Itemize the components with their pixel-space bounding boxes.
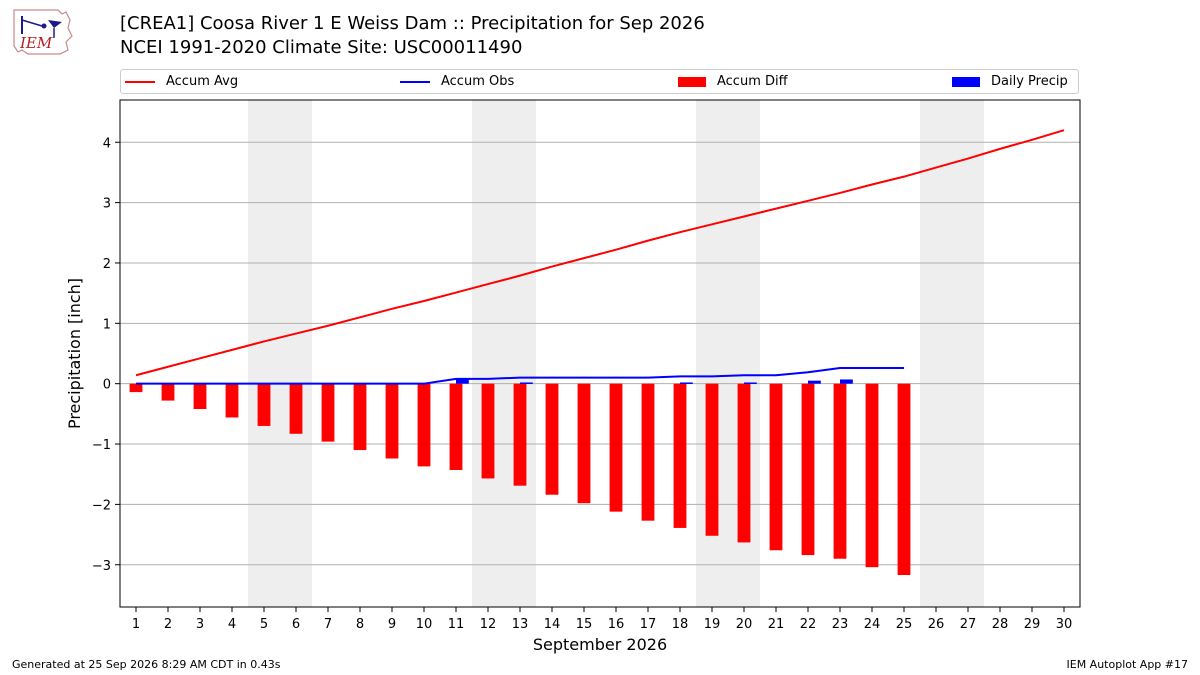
x-tick-label: 16 — [608, 617, 625, 632]
iem-logo: IEM — [13, 9, 73, 55]
y-tick-label: 3 — [103, 197, 111, 212]
x-tick-label: 29 — [1024, 617, 1041, 632]
accum-diff-bar — [449, 383, 463, 470]
y-tick-label: −3 — [92, 559, 111, 574]
legend-label-accum-diff: Accum Diff — [717, 74, 788, 89]
accum-diff-bar — [289, 383, 303, 434]
x-tick-label: 8 — [356, 617, 364, 632]
x-tick-label: 12 — [480, 617, 497, 632]
accum-diff-bar — [577, 383, 591, 504]
x-tick-label: 26 — [928, 617, 945, 632]
x-tick-label: 1 — [132, 617, 140, 632]
daily-precip-bar — [680, 382, 693, 384]
accum-diff-bar — [321, 383, 335, 442]
legend-label-accum-avg: Accum Avg — [166, 74, 239, 89]
legend-label-daily-precip: Daily Precip — [991, 74, 1068, 89]
x-tick-label: 2 — [164, 617, 172, 632]
legend-item-daily-precip: Daily Precip — [952, 70, 1068, 93]
weekend-shade-2 — [696, 100, 760, 607]
accum-diff-bar — [769, 383, 783, 551]
x-tick-label: 27 — [960, 617, 977, 632]
x-tick-label: 25 — [896, 617, 913, 632]
x-tick-label: 3 — [196, 617, 204, 632]
x-tick-label: 11 — [448, 617, 465, 632]
accum-diff-bar — [801, 383, 815, 556]
weekend-shade-1 — [472, 100, 536, 607]
x-tick-label: 13 — [512, 617, 529, 632]
daily-precip-bar — [840, 379, 853, 384]
footer-generated: Generated at 25 Sep 2026 8:29 AM CDT in … — [12, 658, 281, 671]
x-tick-label: 22 — [800, 617, 817, 632]
accum-diff-bar — [737, 383, 751, 543]
accum-obs-line — [136, 366, 904, 385]
accum-diff-bar — [481, 383, 495, 479]
accum-diff-bar — [641, 383, 655, 521]
accum-diff-bar — [385, 383, 399, 459]
legend-swatch-accum-obs — [400, 80, 430, 83]
x-tick-label: 23 — [832, 617, 849, 632]
x-tick-label: 9 — [388, 617, 396, 632]
chart-title: [CREA1] Coosa River 1 E Weiss Dam :: Pre… — [120, 13, 705, 34]
y-tick-label: 2 — [103, 257, 111, 272]
legend-swatch-accum-diff — [678, 76, 706, 87]
x-tick-label: 4 — [228, 617, 236, 632]
footer-app: IEM Autoplot App #17 — [1066, 658, 1189, 671]
accum-diff-bar — [897, 383, 911, 576]
x-axis-label: September 2026 — [533, 635, 667, 654]
x-tick-label: 7 — [324, 617, 332, 632]
legend-label-accum-obs: Accum Obs — [441, 74, 515, 89]
x-tick-label: 24 — [864, 617, 881, 632]
daily-precip-bar — [456, 378, 469, 384]
chart-subtitle: NCEI 1991-2020 Climate Site: USC00011490 — [120, 37, 523, 58]
x-tick-label: 19 — [704, 617, 721, 632]
accum-diff-bar — [225, 383, 239, 418]
weekend-shade-0 — [248, 100, 312, 607]
x-tick-label: 5 — [260, 617, 268, 632]
accum-diff-bar — [257, 383, 271, 426]
weekend-shade-3 — [920, 100, 984, 607]
x-tick-label: 14 — [544, 617, 561, 632]
accum-diff-bar — [129, 383, 143, 393]
legend-swatch-daily-precip — [952, 76, 980, 87]
y-tick-label: −1 — [92, 438, 111, 453]
x-tick-label: 15 — [576, 617, 593, 632]
legend-item-accum-obs: Accum Obs — [400, 70, 514, 93]
y-tick-label: 4 — [103, 136, 111, 151]
x-tick-label: 18 — [672, 617, 689, 632]
y-tick-label: −2 — [92, 498, 111, 513]
accum-diff-bar — [865, 383, 879, 568]
accum-diff-bar — [161, 383, 175, 401]
daily-precip-bar — [808, 380, 821, 384]
legend-swatch-accum-avg — [125, 80, 155, 83]
y-tick-label: 0 — [103, 378, 111, 393]
accum-diff-bar — [193, 383, 207, 410]
accum-diff-bar — [705, 383, 719, 536]
x-tick-label: 28 — [992, 617, 1009, 632]
legend-item-accum-diff: Accum Diff — [678, 70, 788, 93]
x-tick-label: 6 — [292, 617, 300, 632]
logo-text: IEM — [19, 34, 53, 52]
accum-diff-bar — [673, 383, 687, 528]
y-axis-label: Precipitation [inch] — [65, 278, 84, 429]
accum-diff-bar — [353, 383, 367, 451]
accum-diff-bar — [417, 383, 431, 467]
accum-diff-bar — [609, 383, 623, 512]
plot-frame — [119, 99, 1081, 608]
daily-precip-bar — [744, 382, 757, 384]
x-tick-label: 30 — [1056, 617, 1073, 632]
accum-avg-line — [135, 129, 1065, 377]
daily-precip-bar — [520, 382, 533, 384]
chart-titles: [CREA1] Coosa River 1 E Weiss Dam :: Pre… — [120, 12, 705, 60]
accum-diff-bar — [513, 383, 527, 486]
x-tick-label: 21 — [768, 617, 785, 632]
x-tick-label: 20 — [736, 617, 753, 632]
legend-item-accum-avg: Accum Avg — [125, 70, 238, 93]
accum-diff-bar — [545, 383, 559, 495]
x-tick-label: 17 — [640, 617, 657, 632]
y-tick-label: 1 — [103, 317, 111, 332]
x-tick-label: 10 — [416, 617, 433, 632]
chart-legend: Accum Avg Accum Obs Accum Diff Daily Pre… — [120, 69, 1079, 94]
accum-diff-bar — [833, 383, 847, 559]
